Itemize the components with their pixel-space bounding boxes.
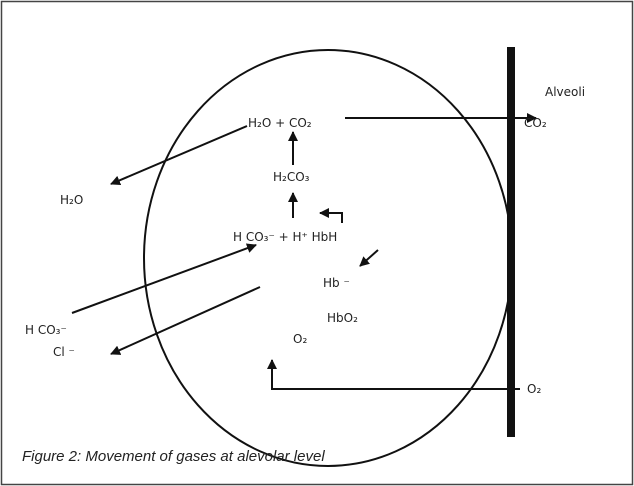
label: H CO₃⁻ + H⁺ HbH — [233, 230, 337, 244]
label: H₂CO₃ — [273, 170, 310, 184]
label: O₂ — [293, 332, 307, 346]
arrow — [359, 249, 379, 267]
cell — [143, 49, 513, 467]
arrow — [319, 208, 343, 223]
arrow — [267, 359, 520, 390]
label: CO₂ — [524, 116, 547, 130]
label: Alveoli — [545, 85, 585, 99]
arrow — [110, 125, 248, 186]
label: HbO₂ — [327, 311, 358, 325]
caption: Figure 2: Movement of gases at alevolar … — [22, 448, 325, 465]
label: O₂ — [527, 382, 541, 396]
arrow — [71, 243, 257, 314]
label: Cl ⁻ — [53, 345, 75, 359]
label: H₂O — [60, 193, 83, 207]
membrane — [507, 47, 515, 437]
label: H₂O + CO₂ — [248, 116, 312, 130]
arrow — [110, 286, 261, 355]
label: Hb ⁻ — [323, 276, 350, 290]
label: H CO₃⁻ — [25, 323, 67, 337]
